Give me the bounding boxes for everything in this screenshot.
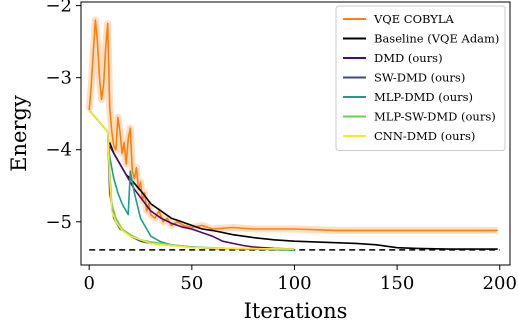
x-axis-label: Iterations: [244, 299, 348, 323]
legend-box: [335, 5, 506, 151]
legend-label: VQE COBYLA: [373, 12, 454, 26]
legend-label: MLP-SW-DMD (ours): [374, 110, 496, 124]
x-axis-ticks: 0 50 100 150 200: [83, 265, 517, 294]
y-axis-ticks: −2 −3 −4 −5: [45, 0, 81, 233]
x-tick-label: 100: [277, 273, 311, 294]
legend-item-sw-dmd-ours: SW-DMD (ours): [343, 71, 465, 85]
x-tick-label: 200: [483, 273, 517, 294]
line-vqe-cobyla: [88, 19, 498, 232]
legend-item-cnn-dmd-ours: CNN-DMD (ours): [343, 129, 475, 143]
legend-label: MLP-DMD (ours): [374, 90, 473, 104]
x-tick-label: 0: [83, 273, 94, 294]
legend-item-dmd-ours: DMD (ours): [343, 51, 443, 65]
legend-label: DMD (ours): [374, 51, 443, 65]
legend-item-mlp-dmd-ours: MLP-DMD (ours): [343, 90, 473, 104]
line-cnn-dmd-ours: [88, 109, 295, 250]
x-tick-label: 50: [180, 273, 203, 294]
legend-item-baseline-vqe-adam: Baseline (VQE Adam): [343, 32, 499, 46]
legend-label: SW-DMD (ours): [374, 71, 465, 85]
y-tick-label: −3: [45, 68, 72, 89]
y-tick-label: −4: [45, 140, 72, 161]
legend-item-vqe-cobyla: VQE COBYLA: [343, 12, 454, 26]
legend-label: CNN-DMD (ours): [374, 129, 475, 143]
x-tick-label: 150: [380, 273, 414, 294]
y-tick-label: −2: [45, 0, 72, 17]
y-tick-label: −5: [45, 212, 72, 233]
line-dmd-ours: [109, 145, 295, 250]
legend-item-mlp-sw-dmd-ours: MLP-SW-DMD (ours): [343, 110, 496, 124]
plot-frame: [80, 1, 511, 266]
series-lines: [88, 19, 498, 251]
legend-label: Baseline (VQE Adam): [374, 32, 499, 46]
y-axis-label: Energy: [7, 95, 31, 172]
legend: VQE COBYLA Baseline (VQE Adam) DMD (ours) S…: [335, 5, 506, 151]
